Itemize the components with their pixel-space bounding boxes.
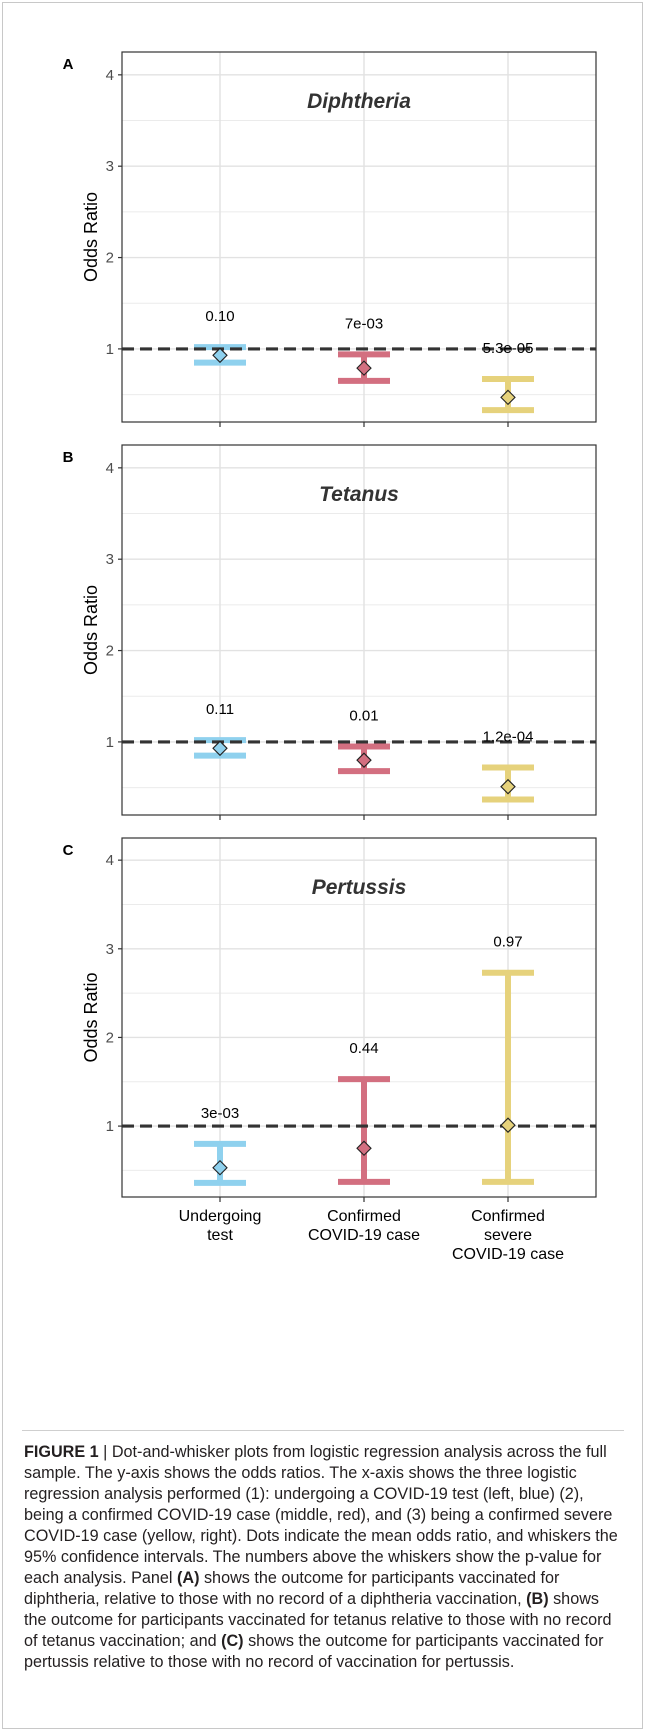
panel-b-p-value-label: 0.01 <box>349 707 378 724</box>
panel-b-letter: B <box>63 449 74 466</box>
panel-a-title: Diphtheria <box>307 90 411 113</box>
panel-a-y-axis-label: Odds Ratio <box>81 192 101 282</box>
panel-a-p-value-label: 0.10 <box>205 308 234 325</box>
panel-c-letter: C <box>63 842 74 859</box>
panel-a-border <box>121 51 597 423</box>
panel-b-y-tick-label: 4 <box>106 460 114 477</box>
x-axis-category-label: COVID-19 case <box>452 1246 564 1263</box>
panel-a-odds-ratio-point <box>212 347 228 364</box>
panel-c-odds-ratio-point <box>500 1117 516 1133</box>
x-axis-category-label: Confirmed <box>471 1208 545 1225</box>
panel-c-odds-ratio-point <box>356 1140 372 1157</box>
panel-a-y-tick-label: 2 <box>106 250 114 267</box>
panel-b-p-value-label: 0.11 <box>206 701 234 718</box>
panel-a-y-tick-label: 1 <box>106 341 114 358</box>
panel-c-odds-ratio-point <box>212 1159 228 1176</box>
panel-c-p-value-label: 0.97 <box>493 934 522 951</box>
caption-panel-ref: (B) <box>526 1590 549 1608</box>
panel-b-y-tick-label: 1 <box>106 734 114 751</box>
panel-b-odds-ratio-point <box>500 778 516 795</box>
caption-figure-label: FIGURE 1 <box>24 1443 99 1461</box>
panel-a-p-value-label: 5.3e-05 <box>483 340 534 357</box>
panel-a-letter: A <box>63 56 74 73</box>
panel-a-p-value-label: 7e-03 <box>345 315 383 332</box>
caption-panel-ref: (C) <box>221 1632 244 1650</box>
panel-a-y-tick-label: 3 <box>106 158 114 175</box>
panel-c-y-tick-label: 4 <box>106 852 114 869</box>
panel-a-odds-ratio-point <box>500 389 516 406</box>
caption-text: shows the outcome for participants vacci… <box>24 1590 612 1650</box>
x-axis-category-label: Undergoing <box>179 1208 262 1225</box>
panel-c-y-tick-label: 2 <box>106 1029 114 1046</box>
dot-whisker-figure: 1 2 3 4 Odds Ratio A Diphtheria 0.10 7e-03 5.3e-0… <box>63 51 597 1263</box>
panel-b-y-tick-label: 2 <box>106 643 114 660</box>
caption-text: shows the outcome for participants vacci… <box>24 1632 604 1671</box>
x-axis-category-label: test <box>207 1227 233 1244</box>
caption-separator: | <box>98 1443 112 1461</box>
caption-text: Dot-and-whisker plots from logistic regr… <box>24 1443 618 1587</box>
caption-divider <box>22 1430 624 1431</box>
x-axis-category-label: Confirmed <box>327 1208 401 1225</box>
panel-b-title: Tetanus <box>319 483 399 506</box>
panel-b-odds-ratio-point <box>356 752 372 768</box>
caption-text: shows the outcome for participants vacci… <box>24 1569 560 1608</box>
figure-caption: FIGURE 1 | Dot-and-whisker plots from lo… <box>24 1442 624 1673</box>
panel-b-odds-ratio-point <box>212 740 228 757</box>
caption-panel-ref: (A) <box>176 1569 200 1587</box>
panel-b-border <box>121 444 597 816</box>
panel-a-y-tick-label: 4 <box>106 67 114 84</box>
panel-c-y-axis-label: Odds Ratio <box>81 972 101 1062</box>
x-axis-category-label: COVID-19 case <box>308 1227 420 1244</box>
x-axis-category-label: severe <box>484 1227 532 1244</box>
panel-c-p-value-label: 0.44 <box>349 1040 378 1057</box>
panel-b-y-tick-label: 3 <box>106 551 114 568</box>
panel-b-y-axis-label: Odds Ratio <box>81 585 101 675</box>
panel-c-p-value-label: 3e-03 <box>201 1105 239 1122</box>
panel-c-title: Pertussis <box>312 876 407 899</box>
panel-b-p-value-label: 1.2e-04 <box>483 728 534 745</box>
panel-c-y-tick-label: 3 <box>106 941 114 958</box>
panel-c-border <box>121 837 597 1198</box>
panel-a-odds-ratio-point <box>356 360 372 376</box>
panel-c-y-tick-label: 1 <box>106 1118 114 1135</box>
